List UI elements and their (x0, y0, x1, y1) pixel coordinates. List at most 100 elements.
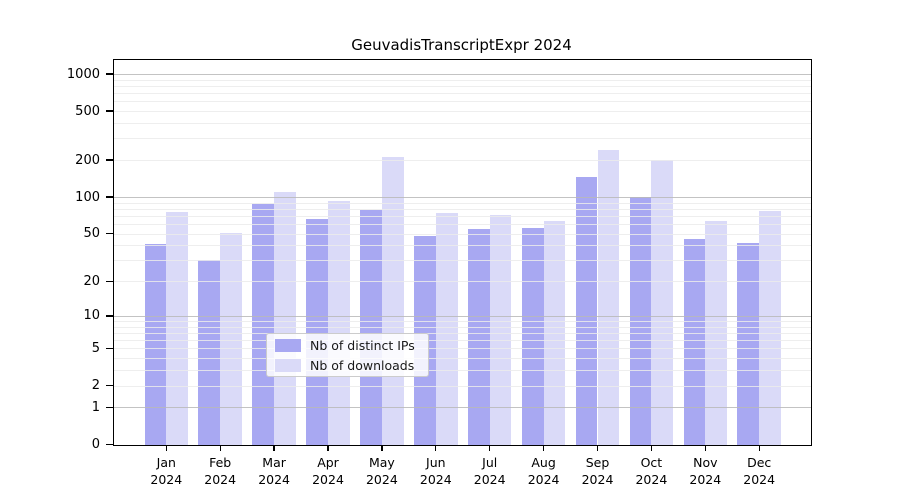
gridline-90 (114, 202, 811, 204)
x-tick-year: 2024 (689, 471, 722, 487)
x-tick-mark-jul (489, 446, 491, 451)
y-tick-mark-500 (105, 110, 113, 112)
y-tick-label-20: 20 (83, 273, 100, 289)
x-tick-month: Jul (482, 454, 498, 470)
x-tick-label-may: May 2024 (354, 454, 410, 488)
bar-distinct-ips-oct (629, 197, 652, 445)
y-tick-mark-2 (105, 384, 113, 387)
gridline-400 (114, 123, 811, 125)
x-tick-year: 2024 (365, 471, 398, 487)
chart-title: GeuvadisTranscriptExpr 2024 (351, 36, 572, 54)
bar-downloads-jul (489, 215, 512, 445)
gridline-10 (114, 315, 811, 317)
x-tick-mark-mar (273, 446, 275, 451)
y-tick-mark-20 (105, 280, 113, 282)
gridline-5 (114, 348, 811, 350)
x-tick-label-sep: Sep 2024 (570, 454, 626, 488)
y-tick-label-200: 200 (75, 152, 100, 168)
y-tick-label-50: 50 (83, 226, 100, 242)
x-tick-mark-jan (165, 446, 167, 451)
x-tick-year: 2024 (258, 471, 290, 487)
x-tick-month: Dec (747, 454, 772, 470)
x-tick-year: 2024 (419, 471, 452, 487)
bar-distinct-ips-apr (306, 219, 328, 445)
legend-label-distinct-ips: Nb of distinct IPs (310, 337, 415, 353)
bar-distinct-ips-dec (737, 242, 760, 445)
x-tick-year: 2024 (312, 471, 344, 487)
x-tick-label-aug: Aug 2024 (516, 454, 572, 488)
x-tick-label-feb: Feb 2024 (192, 454, 248, 488)
gridline-9 (114, 321, 811, 323)
gridline-8 (114, 326, 811, 328)
x-tick-label-dec: Dec 2024 (731, 454, 787, 488)
legend-row-distinct-ips: Nb of distinct IPs (275, 338, 420, 353)
x-tick-month: May (368, 454, 395, 470)
x-tick-mark-oct (650, 446, 653, 451)
y-tick-mark-1000 (105, 73, 113, 75)
y-tick-mark-50 (105, 232, 113, 235)
bar-downloads-jun (435, 212, 458, 445)
gridline-60 (114, 224, 811, 226)
y-tick-label-100: 100 (75, 189, 100, 205)
gridline-7 (114, 332, 811, 334)
y-tick-label-2: 2 (91, 378, 100, 394)
gridline-6 (114, 340, 811, 342)
x-tick-label-jan: Jan 2024 (138, 454, 194, 488)
legend: Nb of distinct IPs Nb of downloads (266, 333, 429, 377)
y-tick-label-500: 500 (75, 103, 100, 119)
x-tick-month: Jun (426, 454, 446, 470)
legend-swatch-downloads (275, 358, 301, 372)
x-tick-label-jun: Jun 2024 (408, 454, 464, 488)
x-tick-label-apr: Apr 2024 (300, 454, 356, 488)
x-tick-mark-nov (704, 446, 706, 451)
gridline-800 (114, 85, 811, 87)
y-tick-label-1: 1 (91, 399, 100, 415)
x-tick-year: 2024 (581, 471, 614, 487)
legend-label-downloads: Nb of downloads (310, 357, 415, 373)
gridline-40 (114, 245, 811, 247)
gridline-80 (114, 208, 811, 210)
bar-distinct-ips-mar (252, 203, 275, 445)
gridline-1 (114, 407, 811, 409)
gridline-300 (114, 138, 811, 140)
gridline-70 (114, 215, 811, 217)
x-tick-mark-apr (327, 446, 329, 451)
bar-distinct-ips-sep (575, 177, 598, 445)
x-tick-mark-jun (435, 446, 437, 451)
plot-area: Jan 2024 Feb 2024 Mar 2024 Apr 2024 May 2024 Jun 20… (67, 59, 812, 487)
x-tick-mark-feb (219, 446, 221, 451)
y-tick-mark-200 (105, 159, 113, 161)
bar-downloads-apr (328, 201, 350, 445)
bar-downloads-jan (166, 211, 189, 445)
bar-downloads-may (381, 157, 404, 445)
bar-downloads-mar (274, 191, 296, 445)
x-tick-label-mar: Mar 2024 (246, 454, 302, 488)
gridline-900 (114, 79, 811, 81)
x-tick-month: Nov (693, 454, 718, 470)
gridline-500 (114, 111, 811, 113)
x-tick-mark-aug (542, 446, 545, 451)
bar-downloads-sep (597, 149, 620, 445)
x-tick-month: Jan (156, 454, 176, 470)
gridline-50 (114, 233, 811, 235)
bar-downloads-feb (220, 232, 242, 445)
y-tick-mark-1 (105, 406, 113, 409)
gridline-30 (114, 260, 811, 262)
gridline-2 (114, 385, 811, 387)
gridline-600 (114, 101, 811, 103)
x-tick-year: 2024 (635, 471, 668, 487)
bar-distinct-ips-jan (144, 244, 167, 445)
x-tick-mark-sep (596, 446, 599, 451)
gridline-4 (114, 358, 811, 360)
gridline-1000 (114, 74, 811, 75)
y-tick-label-10: 10 (83, 308, 100, 324)
x-tick-label-oct: Oct 2024 (623, 454, 679, 488)
gridline-3 (114, 370, 811, 372)
gridline-20 (114, 281, 811, 283)
x-tick-month: Aug (531, 454, 556, 470)
y-tick-label-0: 0 (91, 437, 100, 452)
y-tick-label-5: 5 (91, 340, 100, 356)
x-tick-mark-may (381, 446, 383, 451)
x-tick-year: 2024 (204, 471, 237, 487)
